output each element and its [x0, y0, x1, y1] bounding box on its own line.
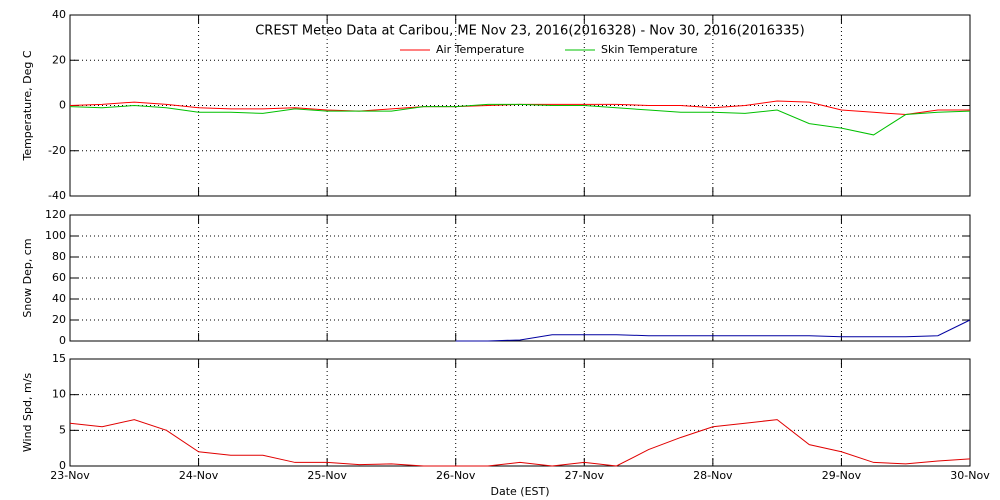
legend-label: Skin Temperature — [601, 43, 698, 56]
y-tick-label: 5 — [59, 423, 66, 436]
y-tick-label: 60 — [52, 271, 66, 284]
y-tick-label: 0 — [59, 459, 66, 472]
plot-frame — [69, 358, 971, 467]
y-tick-label: -20 — [48, 144, 66, 157]
y-tick-label: 80 — [52, 250, 66, 263]
x-tick-label: 25-Nov — [307, 469, 347, 482]
x-tick-label: 23-Nov — [50, 469, 90, 482]
x-tick-label: 24-Nov — [179, 469, 219, 482]
y-tick-label: 20 — [52, 53, 66, 66]
y-axis-label: Snow Dep, cm — [21, 238, 34, 317]
x-tick-label: 28-Nov — [693, 469, 733, 482]
y-axis-label: Wind Spd, m/s — [21, 373, 34, 453]
y-tick-label: 20 — [52, 313, 66, 326]
x-tick-label: 29-Nov — [822, 469, 862, 482]
x-tick-label: 30-Nov — [950, 469, 990, 482]
legend-label: Air Temperature — [436, 43, 525, 56]
y-tick-label: 120 — [45, 208, 66, 221]
y-tick-label: 15 — [52, 352, 66, 365]
y-tick-label: 10 — [52, 388, 66, 401]
y-tick-label: 0 — [59, 334, 66, 347]
y-tick-label: 100 — [45, 229, 66, 242]
y-tick-label: -40 — [48, 189, 66, 202]
x-axis-label: Date (EST) — [490, 485, 549, 498]
y-tick-label: 40 — [52, 292, 66, 305]
y-tick-label: 40 — [52, 8, 66, 21]
data-line — [69, 419, 971, 467]
data-line — [69, 103, 971, 136]
y-axis-label: Temperature, Deg C — [21, 50, 34, 161]
y-tick-label: 0 — [59, 99, 66, 112]
chart-title: CREST Meteo Data at Caribou, ME Nov 23, … — [255, 24, 805, 39]
x-tick-label: 27-Nov — [565, 469, 605, 482]
x-tick-label: 26-Nov — [436, 469, 476, 482]
data-line — [455, 319, 971, 342]
